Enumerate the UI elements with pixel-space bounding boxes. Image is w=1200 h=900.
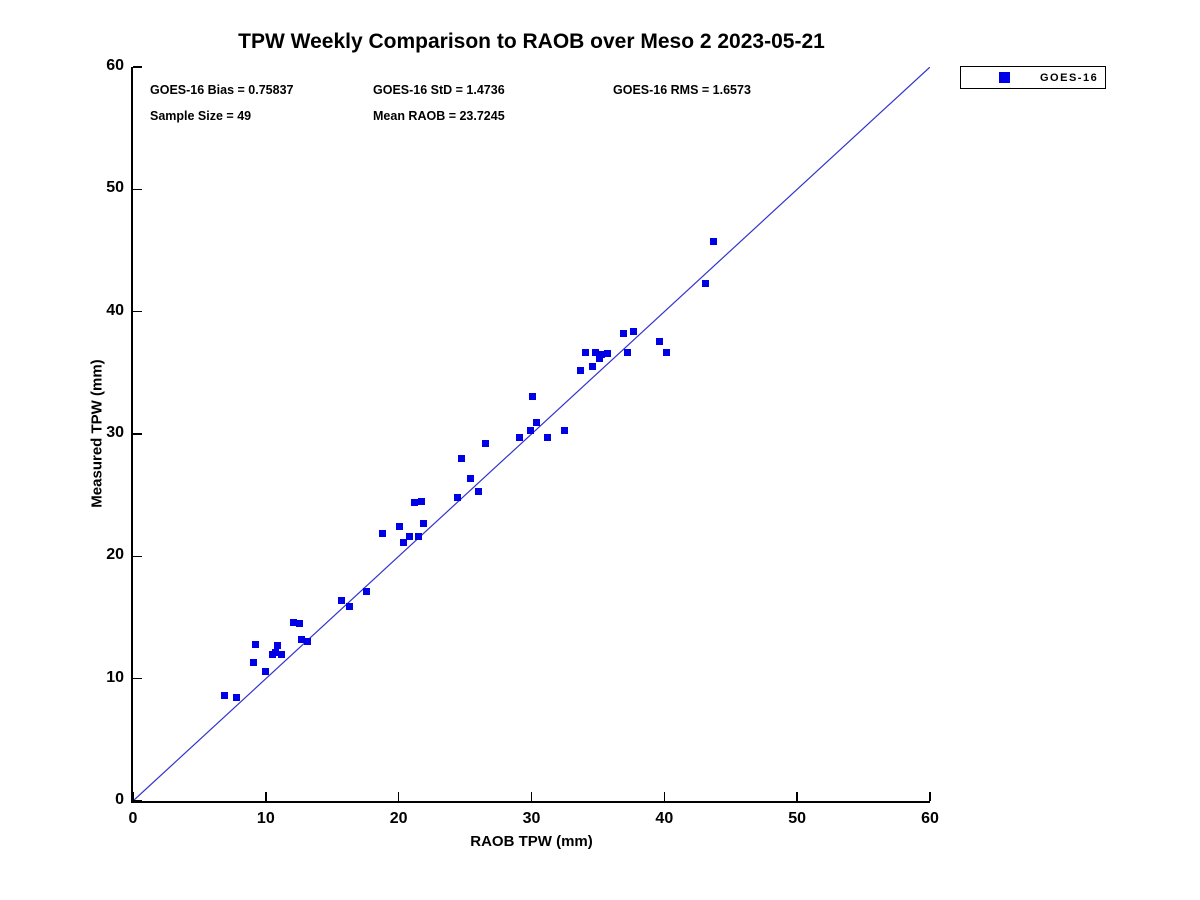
chart-title: TPW Weekly Comparison to RAOB over Meso … — [238, 30, 825, 53]
y-tick — [133, 433, 142, 435]
data-point — [481, 440, 489, 448]
data-point — [466, 474, 474, 482]
plot-area: 0 10 20 30 40 50 60 0 10 20 30 40 50 60 — [106, 57, 939, 827]
data-point — [702, 280, 709, 288]
x-tick — [796, 792, 798, 801]
y-tick — [133, 188, 142, 191]
x-tick-label: 60 — [921, 810, 939, 827]
x-axis-label: RAOB TPW (mm) — [470, 833, 593, 850]
data-point — [250, 659, 258, 667]
x-tick-label: 40 — [655, 810, 674, 827]
data-point — [303, 638, 311, 646]
data-point — [582, 348, 590, 356]
y-tick-label: 50 — [106, 179, 124, 197]
data-point — [655, 337, 663, 345]
stat-rms: GOES-16 RMS = 1.6573 — [613, 83, 751, 97]
x-tick — [663, 792, 666, 801]
data-point — [526, 426, 534, 434]
data-point — [396, 523, 404, 531]
y-tick-label: 10 — [106, 668, 124, 686]
data-point — [591, 348, 599, 356]
y-axis-label: Measured TPW (mm) — [88, 359, 106, 508]
stat-std: GOES-16 StD = 1.4736 — [373, 83, 505, 97]
data-point — [630, 327, 638, 335]
legend-label: GOES-16 — [1040, 71, 1099, 84]
y-tick-label: 20 — [106, 546, 124, 564]
data-point — [595, 354, 603, 362]
legend-marker-icon — [999, 72, 1010, 83]
x-tick-label: 30 — [522, 810, 541, 827]
data-point — [577, 366, 585, 374]
data-point — [709, 238, 717, 246]
data-point — [298, 636, 306, 644]
stat-mean-raob: Mean RAOB = 23.7245 — [373, 109, 505, 123]
stat-sample-size: Sample Size = 49 — [150, 109, 252, 123]
x-tick — [265, 792, 267, 801]
data-point — [251, 640, 259, 648]
data-point — [561, 426, 569, 434]
y-tick-label: 60 — [106, 57, 124, 74]
data-point — [379, 529, 387, 537]
x-tick — [397, 792, 400, 801]
data-point — [274, 642, 282, 650]
data-point — [338, 596, 346, 604]
data-point — [411, 499, 419, 506]
x-tick-label: 50 — [788, 810, 807, 827]
data-point — [457, 454, 465, 462]
data-point — [623, 348, 631, 356]
y-tick-label: 40 — [106, 301, 124, 319]
y-tick — [133, 555, 142, 558]
data-point — [453, 494, 461, 502]
x-tick-label: 20 — [389, 810, 408, 827]
x-tick — [929, 792, 931, 801]
data-point — [262, 667, 270, 675]
data-point — [619, 330, 627, 338]
y-tick — [133, 800, 142, 802]
data-point — [598, 350, 606, 358]
data-point — [543, 434, 551, 442]
y-tick — [133, 66, 142, 68]
data-point — [474, 487, 482, 495]
data-point — [278, 650, 286, 658]
data-point — [290, 618, 298, 626]
data-point — [663, 348, 671, 356]
identity-line-layer — [133, 67, 930, 801]
data-point — [417, 497, 425, 505]
data-point — [271, 649, 279, 657]
x-tick-label: 10 — [256, 810, 275, 827]
data-point — [233, 693, 241, 701]
data-point — [603, 349, 611, 357]
data-point — [533, 419, 541, 427]
data-point — [516, 434, 524, 442]
data-point — [221, 692, 229, 700]
data-point — [400, 539, 408, 547]
x-tick — [530, 792, 533, 801]
x-tick — [132, 792, 134, 801]
legend: GOES-16 — [960, 66, 1106, 89]
data-point — [405, 533, 413, 541]
data-point — [589, 363, 597, 371]
data-point — [529, 392, 537, 400]
y-tick — [133, 310, 142, 313]
stat-bias: GOES-16 Bias = 0.75837 — [150, 83, 294, 97]
x-tick-label: 0 — [128, 810, 138, 827]
y-tick-label: 0 — [115, 791, 124, 808]
y-tick — [133, 677, 142, 680]
data-point — [415, 533, 423, 541]
data-point — [420, 519, 428, 527]
data-point — [295, 620, 303, 628]
y-tick-label: 30 — [106, 424, 124, 441]
data-point — [346, 602, 354, 610]
data-point — [363, 588, 371, 596]
